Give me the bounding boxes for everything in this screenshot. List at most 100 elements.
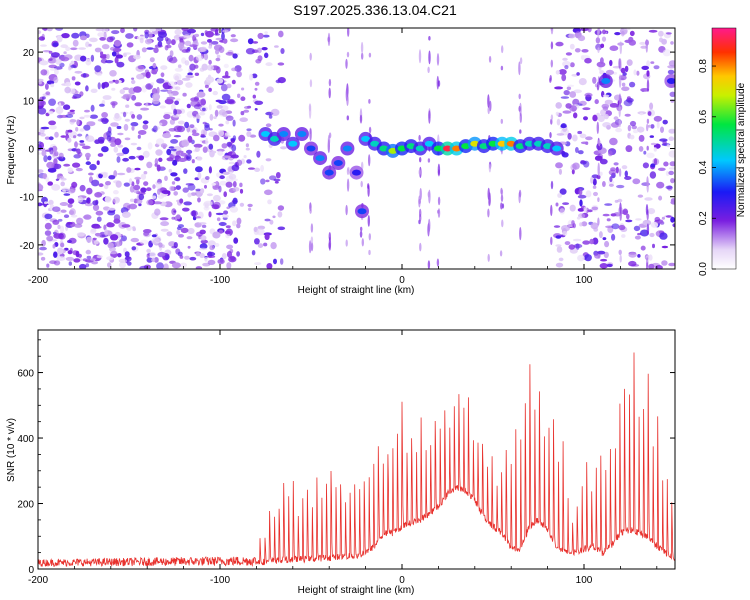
noise-speckle: [636, 70, 640, 76]
noise-speckle: [212, 90, 218, 96]
noise-speckle: [208, 143, 214, 150]
ridge-point: [352, 169, 361, 176]
noise-speckle: [145, 102, 149, 107]
noise-speckle: [650, 142, 657, 146]
x-tick-label: 0: [399, 575, 405, 586]
streak-speckle: [550, 180, 554, 190]
noise-speckle: [141, 47, 147, 53]
noise-speckle: [562, 110, 572, 114]
noise-speckle: [195, 166, 203, 173]
noise-speckle: [555, 202, 559, 207]
noise-speckle: [580, 160, 585, 164]
noise-speckle: [72, 93, 82, 99]
noise-speckle: [564, 241, 571, 246]
noise-speckle: [67, 203, 73, 208]
noise-speckle: [263, 242, 268, 247]
noise-speckle: [44, 230, 52, 236]
noise-speckle: [176, 98, 181, 101]
noise-speckle: [245, 143, 249, 148]
streak-speckle: [368, 233, 371, 241]
noise-speckle: [609, 59, 613, 67]
noise-speckle: [131, 246, 137, 251]
noise-speckle: [226, 244, 234, 250]
noise-speckle: [158, 31, 167, 38]
streak-speckle: [360, 226, 363, 232]
noise-speckle: [661, 216, 666, 220]
noise-speckle: [560, 124, 567, 129]
noise-speckle: [208, 211, 212, 218]
noise-speckle: [257, 32, 264, 40]
noise-speckle: [633, 225, 641, 232]
noise-speckle: [215, 66, 221, 74]
noise-speckle: [57, 218, 63, 222]
noise-speckle: [222, 29, 229, 33]
noise-speckle: [231, 154, 239, 159]
noise-speckle: [623, 99, 633, 107]
noise-speckle: [605, 69, 615, 76]
noise-speckle: [124, 137, 131, 141]
noise-speckle: [195, 266, 203, 269]
noise-speckle: [182, 187, 189, 193]
noise-speckle: [668, 60, 675, 67]
streak-speckle: [597, 47, 600, 53]
noise-speckle: [123, 123, 129, 131]
noise-speckle: [608, 169, 617, 176]
noise-speckle: [91, 261, 98, 265]
streak-speckle: [519, 227, 522, 241]
noise-speckle: [69, 119, 77, 123]
noise-speckle: [152, 93, 161, 101]
streak-speckle: [418, 49, 422, 64]
colorbar-tick-label: 0.4: [698, 160, 709, 174]
noise-speckle: [143, 229, 152, 234]
noise-speckle: [236, 223, 241, 229]
noise-speckle: [648, 29, 658, 33]
noise-speckle: [201, 224, 207, 228]
noise-speckle: [187, 135, 193, 143]
noise-speckle: [130, 237, 139, 243]
noise-speckle: [52, 206, 61, 212]
noise-speckle: [61, 33, 70, 39]
noise-speckle: [106, 256, 114, 261]
noise-speckle: [634, 235, 641, 240]
noise-speckle: [568, 244, 576, 250]
noise-speckle: [43, 155, 48, 163]
noise-speckle: [122, 157, 129, 162]
noise-speckle: [130, 142, 138, 146]
ridge-point: [488, 140, 498, 147]
noise-speckle: [133, 28, 138, 32]
noise-speckle: [137, 130, 147, 135]
snr-panel: -200 -100 0 100 0 200 400 600 Height of straigh…: [6, 329, 676, 596]
noise-speckle: [202, 146, 208, 153]
streak-speckle: [619, 210, 622, 221]
noise-speckle: [254, 262, 262, 266]
streak-speckle: [596, 121, 599, 134]
noise-speckle: [583, 206, 588, 213]
noise-speckle: [174, 75, 180, 81]
streak-speckle: [360, 180, 363, 188]
noise-speckle: [243, 155, 247, 159]
noise-speckle: [672, 223, 675, 228]
noise-speckle: [117, 144, 124, 148]
noise-speckle: [170, 148, 177, 152]
noise-speckle: [82, 73, 87, 78]
noise-speckle: [151, 237, 160, 245]
noise-speckle: [254, 87, 258, 91]
noise-speckle: [200, 32, 205, 37]
noise-speckle: [151, 257, 156, 263]
noise-speckle: [39, 246, 47, 251]
noise-speckle: [176, 229, 181, 236]
noise-speckle: [109, 70, 117, 77]
noise-speckle: [121, 235, 127, 242]
noise-speckle: [599, 263, 608, 269]
noise-speckle: [663, 161, 669, 167]
noise-speckle: [665, 185, 673, 190]
noise-speckle: [63, 51, 67, 55]
noise-speckle: [134, 176, 142, 180]
noise-speckle: [52, 219, 60, 225]
noise-speckle: [561, 74, 567, 82]
noise-speckle: [132, 226, 136, 230]
y-tick-label: -10: [20, 193, 35, 204]
noise-speckle: [97, 32, 105, 37]
noise-speckle: [622, 208, 629, 216]
noise-speckle: [71, 32, 80, 39]
